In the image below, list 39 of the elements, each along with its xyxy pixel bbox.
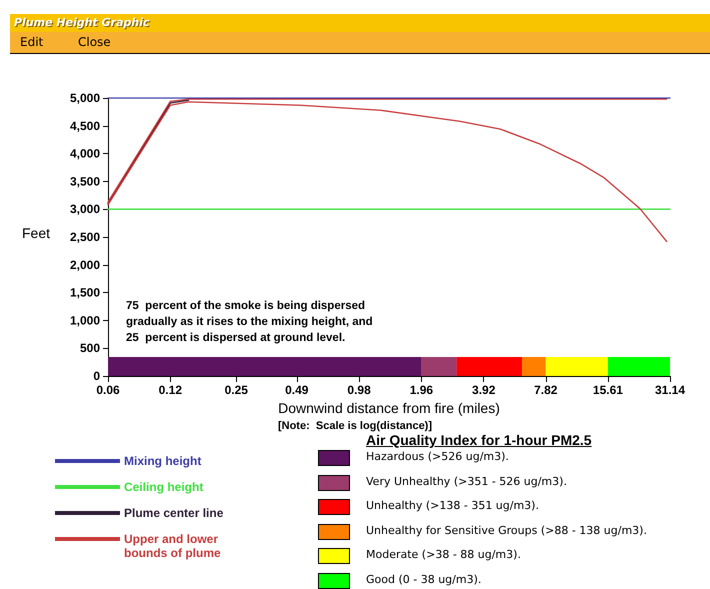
text: Upper and lower bounds of plume (124, 532, 222, 560)
x-tick-label: 31.14 (654, 383, 686, 397)
x-tick-label: 0.49 (285, 383, 309, 397)
legend-label: Good (0 - 38 ug/m3). (366, 572, 482, 586)
y-tick-label: 2,000 (70, 258, 100, 272)
x-tick-label: 0.25 (224, 383, 248, 397)
legend-label: Hazardous (>526 ug/m3). (366, 450, 509, 463)
y-tick-label: 0 (93, 369, 100, 383)
legend-label: Moderate (>38 - 88 ug/m3). (366, 548, 521, 561)
chart-title: Plume Height Graphic (10, 14, 710, 32)
y-tick-label: 3,000 (70, 202, 100, 216)
legend-label: Very Unhealthy (>351 - 526 ug/m3). (366, 474, 567, 488)
text: Edit (20, 34, 44, 51)
y-tick-label: 3,500 (70, 174, 100, 188)
y-tick-label: 5,000 (70, 91, 100, 105)
y-axis-title: Feet (22, 225, 50, 241)
y-tick-label: 500 (80, 341, 100, 356)
text: Mixing height (124, 454, 202, 468)
x-tick-label: 1.96 (410, 383, 434, 397)
legend-label: Unhealthy (>138 - 351 ug/m3). (366, 499, 539, 512)
x-tick-label: 0.06 (96, 383, 120, 397)
x-tick-label: 0.12 (158, 383, 182, 397)
y-tick-label: 4,500 (70, 118, 100, 133)
x-tick-label: 0.98 (347, 383, 372, 397)
x-tick-label: 7.82 (534, 383, 558, 397)
y-tick-label: 2,500 (70, 230, 100, 244)
x-tick-label: 15.61 (592, 383, 624, 397)
y-tick-label: 4,000 (70, 146, 100, 161)
y-tick-label: 1,500 (70, 286, 100, 300)
legend-title: Air Quality Index for 1-hour PM2.5 (366, 432, 592, 448)
text: Ceiling height (124, 480, 204, 494)
legend-label: Unhealthy for Sensitive Groups (>88 - 138 ug/m3). (366, 524, 647, 536)
x-tick-label: 3.92 (472, 383, 496, 397)
text: [Note: Scale is log(distance)] (276, 420, 434, 432)
text: Close (78, 34, 111, 51)
text: Plume center line (124, 506, 224, 520)
x-axis-title: Downwind distance from fire (miles) (278, 400, 500, 416)
annotation: 75 percent of the smoke is being dispersed gradually as it rises to the mixing height, and 25 percent is dispersed at ground level. (126, 300, 373, 344)
y-tick-label: 1,000 (70, 313, 100, 328)
